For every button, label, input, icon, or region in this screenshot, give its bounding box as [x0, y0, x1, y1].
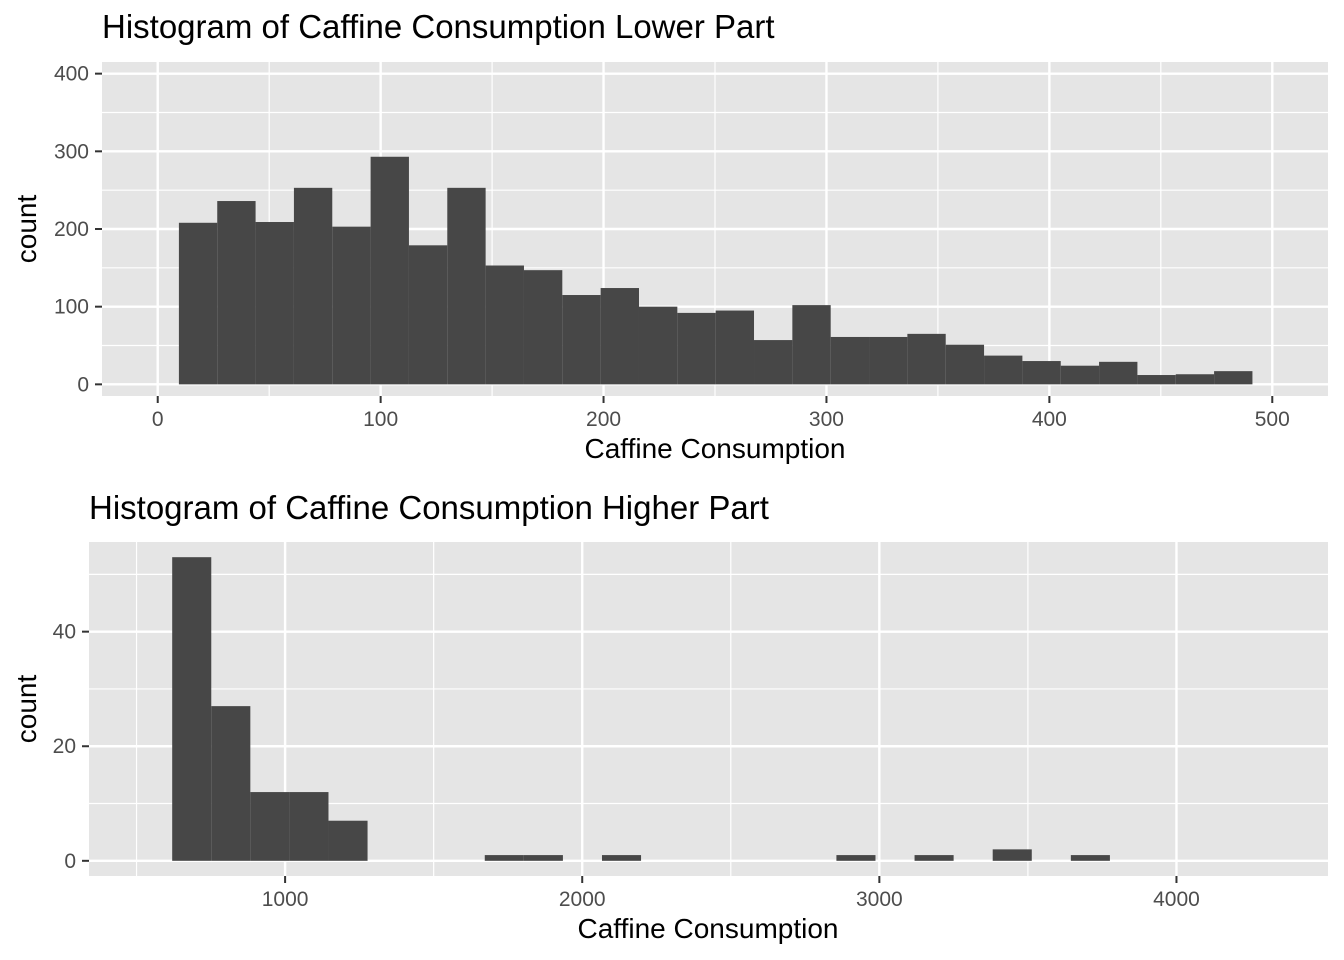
histogram-bar [172, 557, 212, 861]
x-axis-title: Caffine Consumption [585, 433, 846, 464]
x-tick-label: 1000 [262, 888, 309, 911]
histogram-bar [1022, 361, 1061, 385]
histogram-bars [172, 557, 1110, 861]
histogram-bar [370, 156, 409, 385]
x-tick-label: 200 [586, 408, 621, 431]
histogram-bar [992, 849, 1032, 861]
chart-title: Histogram of Caffine Consumption Lower P… [102, 8, 775, 45]
y-axis-ticks: 0 20 40 [53, 621, 89, 873]
histogram-bar [638, 306, 678, 385]
x-tick-label: 300 [809, 408, 844, 431]
y-tick-label: 0 [77, 373, 89, 396]
histogram-bar [523, 855, 563, 861]
histogram-bar [677, 312, 716, 385]
histogram-bar [562, 295, 601, 385]
y-axis-title: count [11, 195, 42, 264]
y-tick-label: 400 [54, 63, 89, 86]
histogram-lower-part: Histogram of Caffine Consumption Lower P… [11, 8, 1328, 464]
histogram-bar [217, 201, 256, 385]
y-tick-label: 300 [54, 140, 89, 163]
histogram-bar [1060, 365, 1100, 385]
y-axis-ticks: 0 100 200 300 400 [54, 63, 102, 396]
histogram-bar [601, 855, 642, 861]
histogram-bar [178, 222, 218, 385]
histogram-bar [1099, 361, 1138, 385]
histogram-bar [945, 344, 985, 385]
chart-title: Histogram of Caffine Consumption Higher … [89, 489, 769, 526]
histogram-bar [484, 855, 524, 861]
histogram-bar [328, 820, 368, 861]
histogram-bar [792, 305, 831, 385]
histogram-bar [830, 336, 870, 385]
x-tick-label: 3000 [856, 888, 903, 911]
histogram-bar [984, 355, 1023, 385]
x-tick-label: 0 [152, 408, 164, 431]
histogram-bar [1137, 375, 1176, 385]
histogram-bar [289, 792, 329, 861]
x-tick-label: 100 [363, 408, 398, 431]
y-tick-label: 100 [54, 296, 89, 319]
histogram-bar [485, 265, 524, 385]
y-tick-label: 0 [64, 850, 76, 873]
histogram-bar [408, 245, 448, 385]
histogram-bar [523, 270, 563, 385]
histogram-bar [447, 187, 486, 385]
histogram-bar [715, 310, 755, 385]
y-tick-label: 20 [53, 735, 76, 758]
x-tick-label: 400 [1032, 408, 1067, 431]
histogram-bar [211, 706, 251, 861]
y-tick-label: 200 [54, 218, 89, 241]
histogram-bar [293, 187, 333, 385]
histogram-bar [1175, 374, 1215, 385]
histogram-bar [600, 288, 639, 385]
histogram-bar [869, 336, 908, 385]
histogram-higher-part: Histogram of Caffine Consumption Higher … [11, 489, 1328, 944]
histogram-bar [250, 792, 290, 861]
histogram-bar [754, 340, 793, 385]
x-tick-label: 2000 [559, 888, 606, 911]
histogram-bars [178, 156, 1253, 385]
x-axis-title: Caffine Consumption [578, 913, 839, 944]
histogram-bar [1070, 855, 1110, 861]
x-axis-ticks: 0 100 200 300 400 500 [152, 396, 1290, 431]
gridlines [89, 542, 1328, 876]
histogram-bar [907, 333, 946, 385]
x-tick-label: 4000 [1153, 888, 1200, 911]
histogram-bar [332, 226, 371, 385]
histogram-bar [914, 855, 954, 861]
x-tick-label: 500 [1255, 408, 1290, 431]
x-axis-ticks: 1000 2000 3000 4000 [262, 876, 1200, 911]
histogram-bar [255, 222, 294, 385]
histogram-bar [1214, 371, 1253, 385]
y-axis-title: count [11, 675, 42, 744]
y-tick-label: 40 [53, 621, 76, 644]
histogram-bar [836, 855, 876, 861]
